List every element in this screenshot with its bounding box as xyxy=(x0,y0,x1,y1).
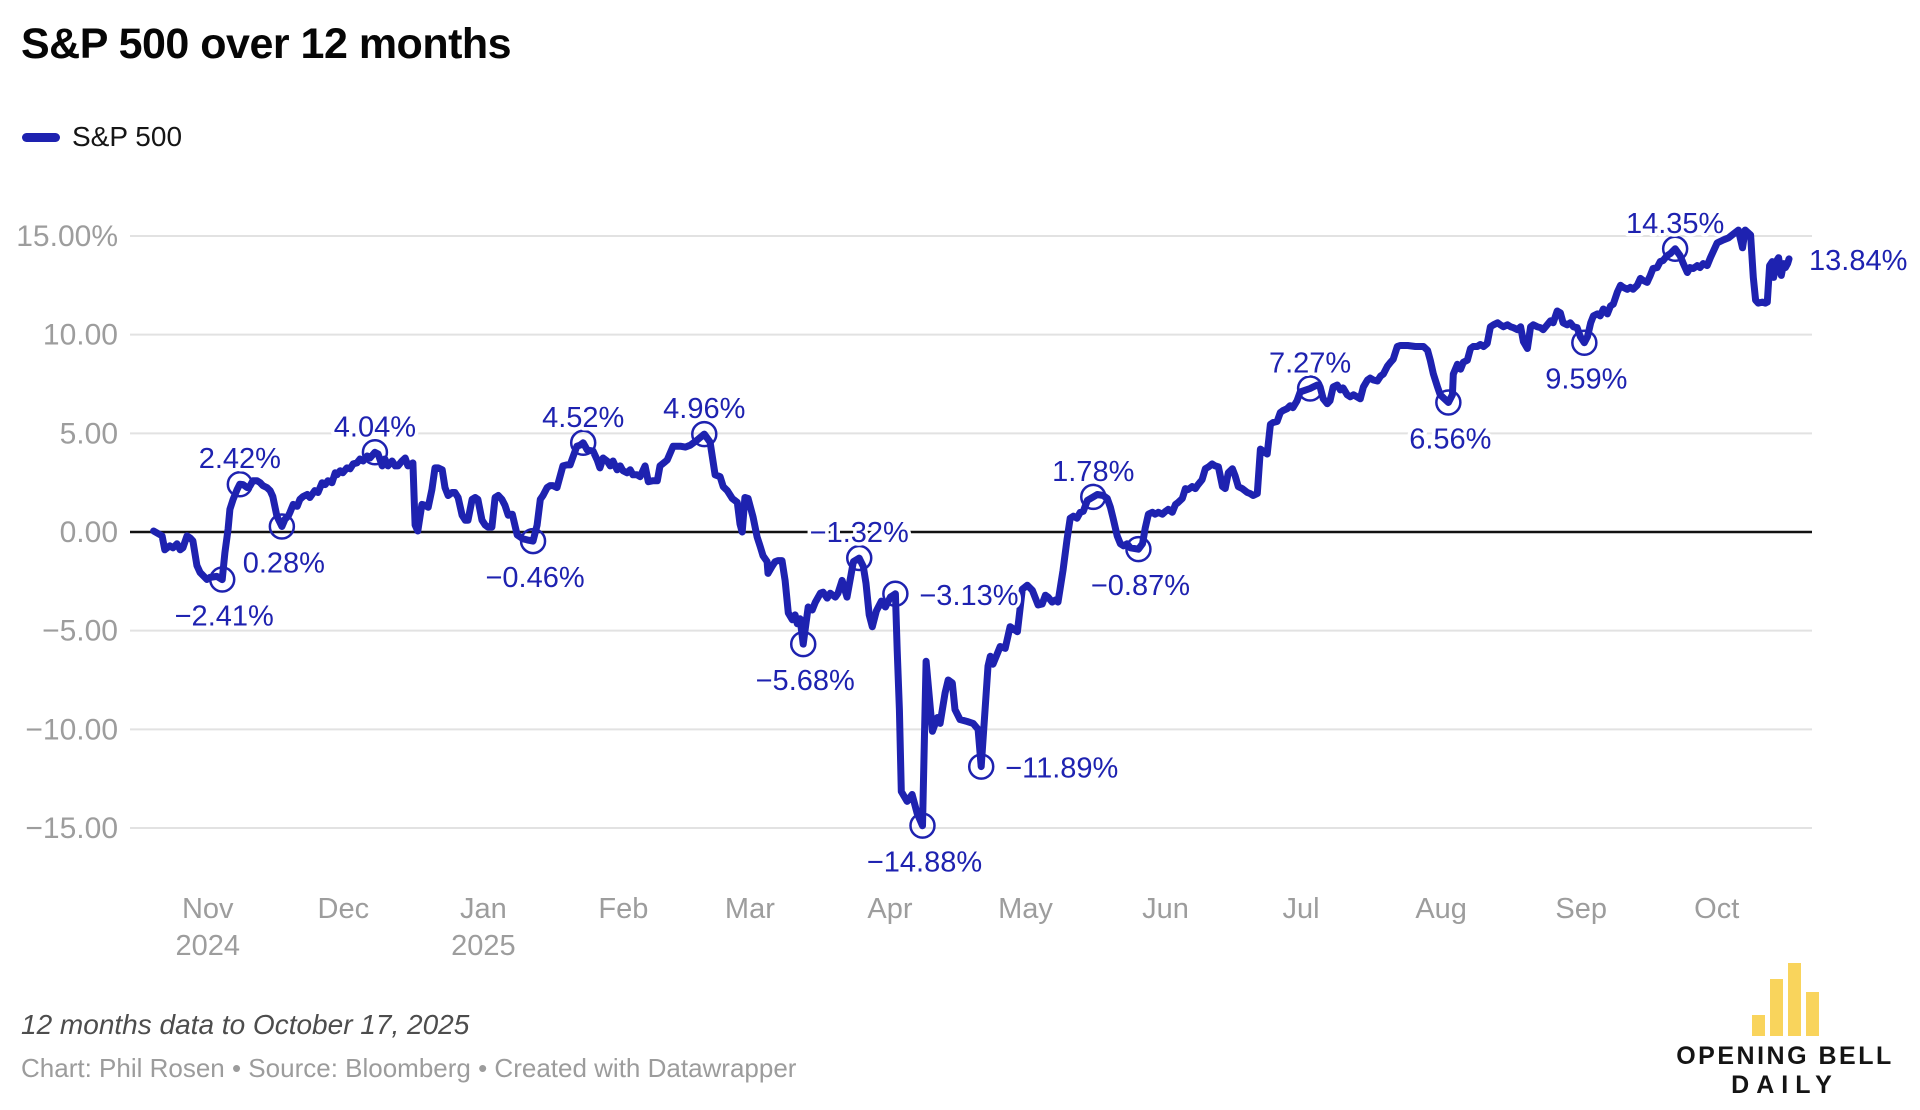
legend-line-swatch xyxy=(22,132,60,142)
data-point-marker xyxy=(845,544,873,572)
data-point-label: −0.46% xyxy=(485,562,584,594)
x-axis-label: Feb xyxy=(598,893,648,925)
y-axis-label: 5.00 xyxy=(60,417,118,450)
x-axis-label: Nov xyxy=(182,893,234,925)
data-point-label: −0.87% xyxy=(1091,570,1190,602)
y-axis-label: 10.00 xyxy=(43,319,118,352)
legend: S&P 500 xyxy=(22,121,182,153)
data-point-label: 0.28% xyxy=(243,547,325,579)
x-axis-label: Apr xyxy=(867,893,912,925)
data-point-label: 4.52% xyxy=(542,402,624,434)
y-axis-label: −5.00 xyxy=(42,615,118,648)
data-point-marker xyxy=(1125,535,1152,563)
y-axis-label: 15.00% xyxy=(16,220,118,253)
data-point-label: −5.68% xyxy=(756,665,855,697)
opening-bell-daily-logo: OPENING BELL DAILY xyxy=(1655,960,1915,1100)
data-point-label: 6.56% xyxy=(1409,424,1491,456)
data-point-marker xyxy=(1296,375,1324,402)
data-point-marker xyxy=(1571,329,1598,356)
x-axis-label: Dec xyxy=(318,893,370,925)
x-axis-label: Jul xyxy=(1283,893,1320,925)
x-axis-label: Mar xyxy=(725,893,775,925)
data-point-marker xyxy=(519,527,547,555)
x-axis-label: May xyxy=(998,893,1053,925)
logo-bar xyxy=(1751,1015,1765,1036)
logo-bar-chart-icon xyxy=(1655,960,1915,1036)
data-point-label: 4.04% xyxy=(334,411,416,443)
data-point-label: −3.13% xyxy=(919,580,1018,612)
data-point-label: 7.27% xyxy=(1269,348,1351,380)
x-axis-label: Aug xyxy=(1415,893,1467,925)
sp500-line xyxy=(150,226,1793,830)
x-axis-year-label: 2024 xyxy=(176,930,241,962)
data-point-label: 14.35% xyxy=(1626,208,1724,240)
logo-text-line1: OPENING BELL xyxy=(1676,1042,1894,1070)
data-point-marker xyxy=(909,812,936,839)
x-axis-label: Oct xyxy=(1694,893,1739,925)
data-point-label: 1.78% xyxy=(1052,456,1134,488)
data-point-marker xyxy=(1661,235,1689,263)
data-point-marker xyxy=(789,630,817,658)
footer-credits: Chart: Phil Rosen • Source: Bloomberg • … xyxy=(21,1053,797,1083)
data-point-label: 2.42% xyxy=(199,443,281,475)
x-axis-year-label: 2025 xyxy=(451,930,516,962)
y-axis-label: −10.00 xyxy=(25,713,118,746)
data-point-marker xyxy=(1435,389,1462,416)
x-axis-label: Jun xyxy=(1142,893,1189,925)
logo-text-line2: DAILY xyxy=(1731,1071,1839,1099)
logo-bar xyxy=(1805,992,1819,1036)
end-value-label: 13.84% xyxy=(1809,245,1907,277)
data-point-marker xyxy=(691,420,718,448)
data-point-marker xyxy=(1080,483,1107,511)
logo-bar xyxy=(1787,963,1801,1036)
legend-label: S&P 500 xyxy=(72,121,183,152)
logo-bar xyxy=(1769,979,1783,1036)
x-axis-label: Jan xyxy=(460,893,507,925)
x-axis-label: Sep xyxy=(1555,893,1607,925)
data-point-marker xyxy=(967,753,995,780)
data-point-label: −11.89% xyxy=(1005,753,1118,785)
data-point-label: 9.59% xyxy=(1545,364,1627,396)
data-point-marker xyxy=(208,566,236,593)
data-point-label: 4.96% xyxy=(663,393,745,425)
data-point-marker xyxy=(882,580,909,608)
data-point-marker xyxy=(226,470,254,498)
footer-note: 12 months data to October 17, 2025 xyxy=(21,1009,470,1040)
data-point-marker xyxy=(361,439,389,466)
y-axis-label: 0.00 xyxy=(60,516,118,549)
y-axis-label: −15.00 xyxy=(25,812,118,845)
data-point-label: −1.32% xyxy=(810,517,909,549)
data-point-label: −14.88% xyxy=(867,847,982,879)
data-point-marker xyxy=(268,513,296,540)
page-title: S&P 500 over 12 months xyxy=(21,20,512,68)
data-point-label: −2.41% xyxy=(175,601,274,633)
data-point-marker xyxy=(569,429,597,457)
